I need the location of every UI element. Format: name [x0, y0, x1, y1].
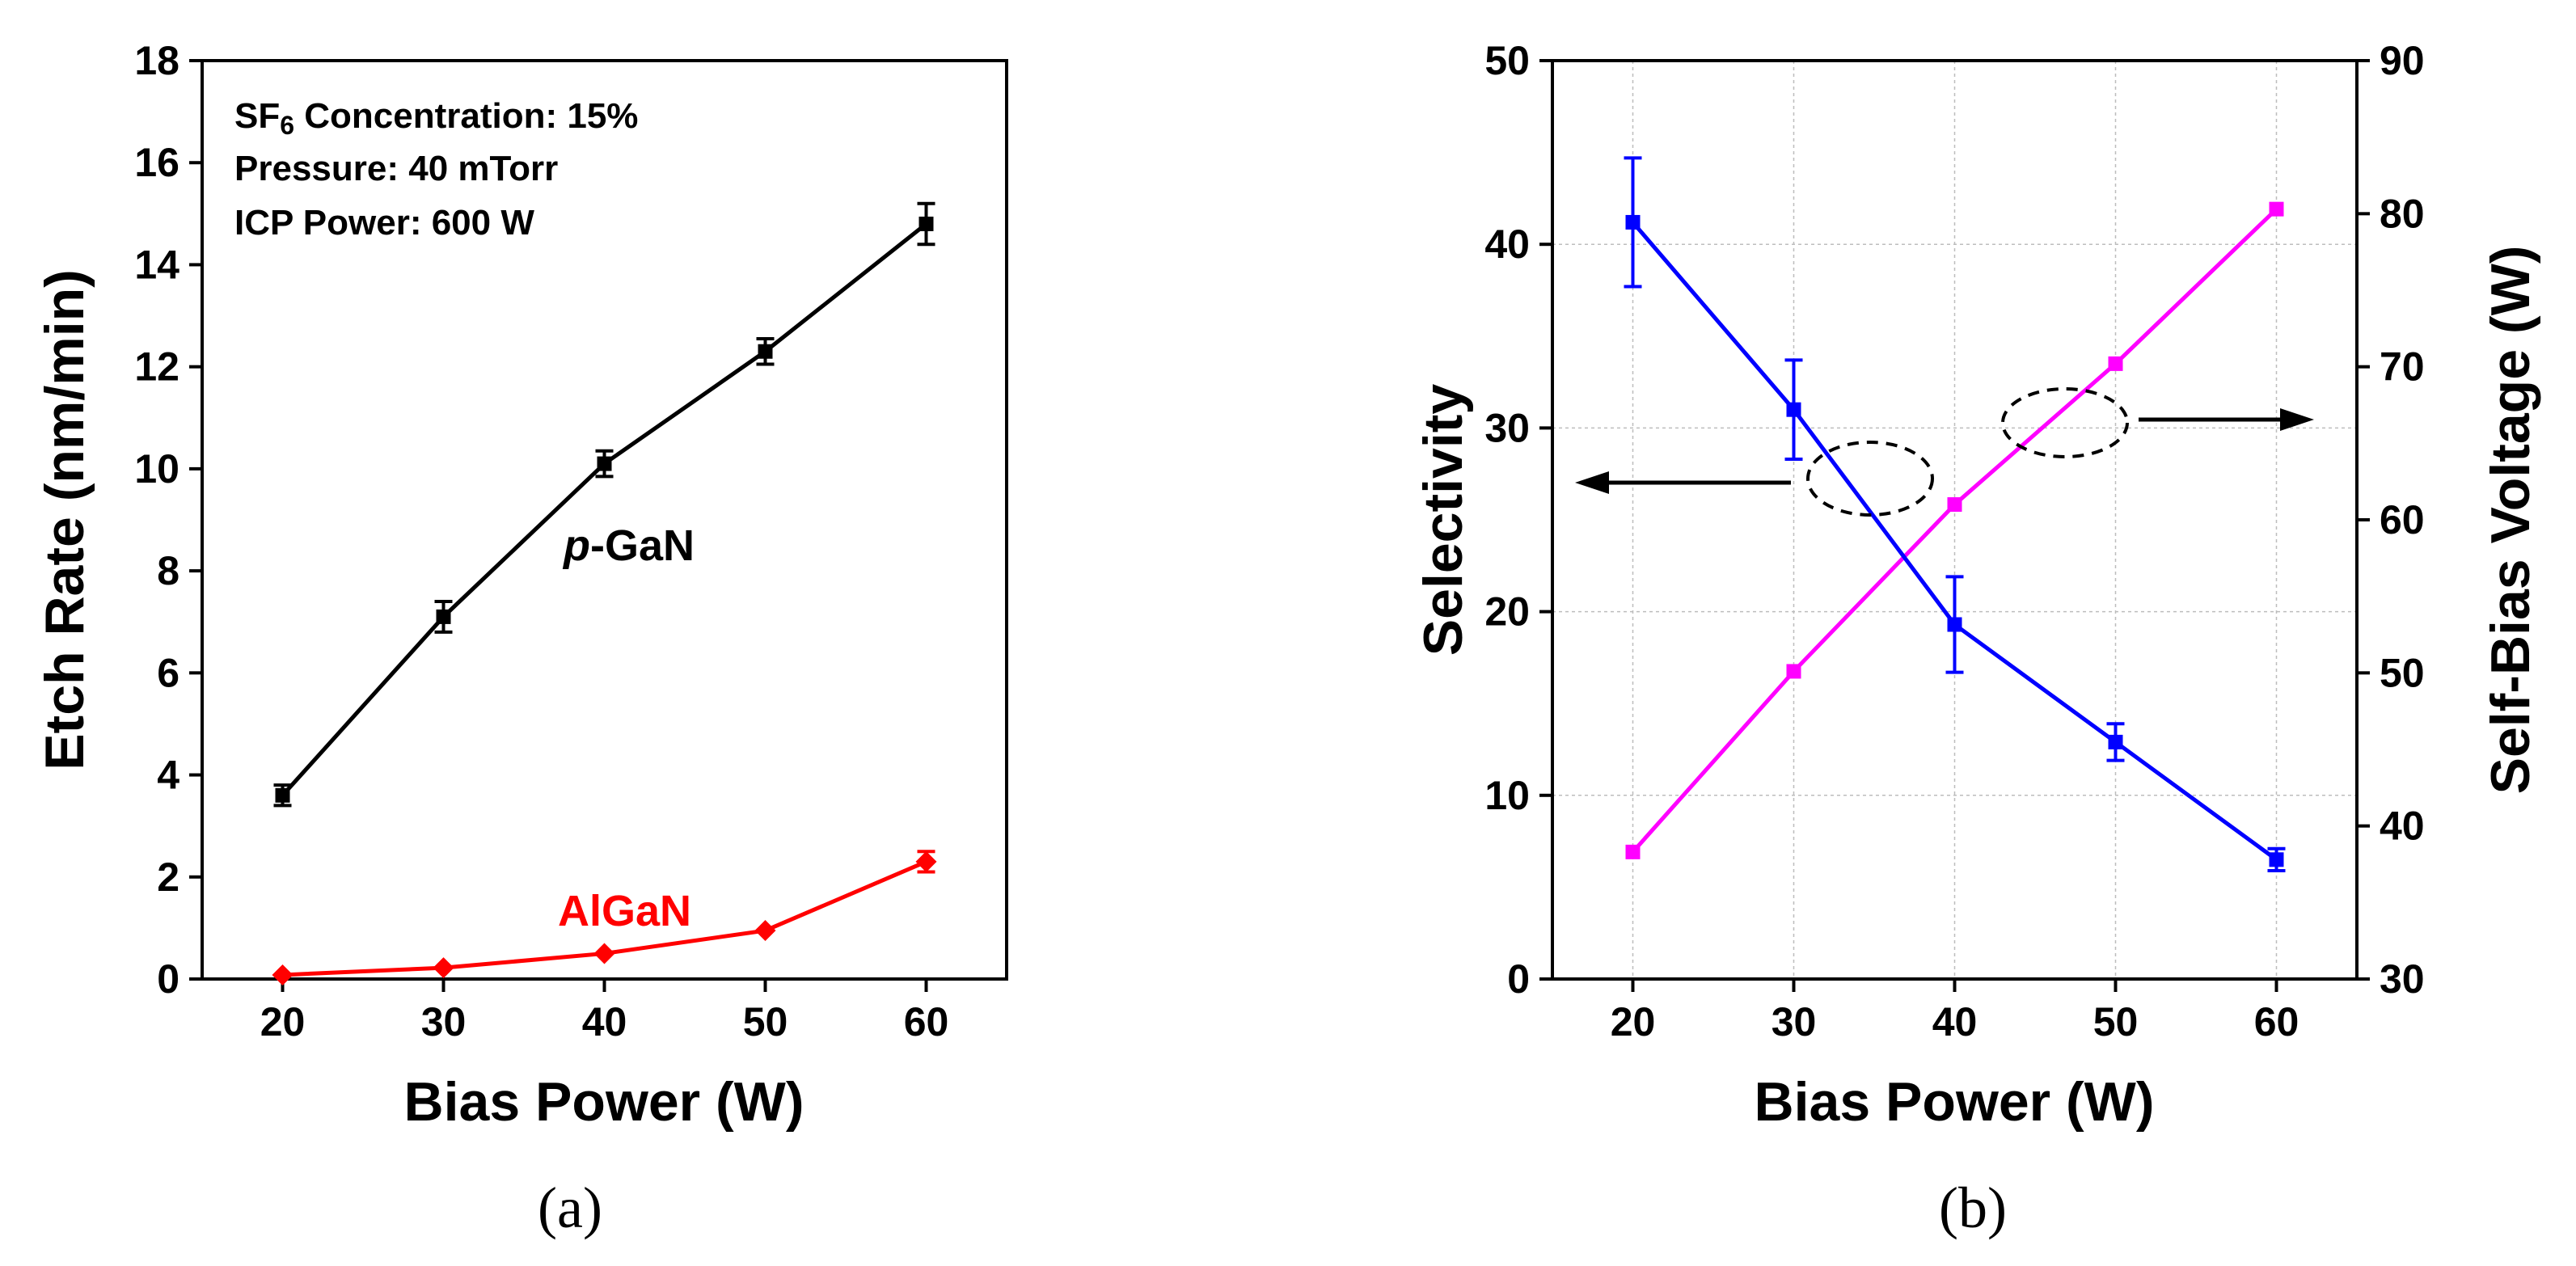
x-tick-label: 60 — [904, 999, 949, 1044]
p-gan-marker — [436, 609, 451, 624]
algan-marker — [433, 957, 454, 979]
left-arrow-head — [1575, 471, 1609, 494]
algan-marker — [593, 943, 615, 964]
panel-b-label: (b) — [1939, 1175, 2007, 1240]
selectivity-marker — [1786, 402, 1801, 417]
self-bias-marker — [1625, 844, 1641, 859]
panel-b-left-y-ticks: 0 10 20 30 40 50 — [1484, 38, 1552, 1002]
self-bias-marker — [2269, 201, 2284, 217]
x-tick-label: 30 — [421, 999, 467, 1044]
panel-a-etch-rate-chart: 20 30 40 50 60 0 2 4 6 8 10 12 14 16 18 Bias Power (W… — [34, 38, 1008, 1240]
selectivity-axis-indicator — [1575, 441, 1934, 517]
selectivity-marker — [1947, 617, 1962, 632]
icp-power-label: ICP Power: 600 W — [234, 203, 534, 243]
panel-a-series — [272, 201, 937, 985]
left-y-tick-label: 10 — [1484, 773, 1530, 818]
self-bias-axis-indicator — [2001, 387, 2314, 458]
selectivity-series — [1624, 156, 2286, 872]
x-tick-label: 50 — [2093, 999, 2139, 1044]
right-arrow-head — [2280, 408, 2314, 431]
y-tick-label: 2 — [157, 855, 179, 900]
panel-a-y-ticks: 0 2 4 6 8 10 12 14 16 18 — [134, 38, 202, 1002]
panel-b-series — [1624, 156, 2286, 872]
p-gan-marker — [275, 787, 290, 803]
left-y-tick-label: 20 — [1484, 589, 1530, 635]
y-tick-label: 6 — [157, 650, 179, 695]
algan-marker — [915, 850, 937, 872]
panel-a-plot-frame — [201, 59, 1008, 981]
x-tick-label: 60 — [2254, 999, 2299, 1044]
left-y-tick-label: 30 — [1484, 405, 1530, 450]
panel-a-y-axis-title: Etch Rate (nm/min) — [34, 269, 95, 770]
y-tick-label: 12 — [134, 344, 179, 390]
panel-b-x-ticks: 20 30 40 50 60 — [1611, 979, 2299, 1044]
p-gan-series — [273, 201, 935, 808]
p-gan-marker — [918, 216, 934, 231]
right-y-tick-label: 30 — [2380, 956, 2425, 1002]
y-tick-label: 14 — [134, 242, 179, 287]
algan-marker — [754, 920, 776, 942]
y-tick-label: 16 — [134, 140, 179, 185]
y-tick-label: 10 — [134, 446, 179, 492]
algan-marker — [272, 964, 293, 985]
x-tick-label: 30 — [1772, 999, 1817, 1044]
panel-b-gridlines — [1552, 60, 2357, 980]
self-bias-marker — [1786, 664, 1801, 679]
y-tick-label: 18 — [134, 38, 179, 83]
algan-series — [272, 850, 937, 985]
panel-b-x-axis-title: Bias Power (W) — [1755, 1071, 2155, 1133]
panel-b-right-y-axis-title: Self-Bias Voltage (W) — [2480, 246, 2541, 795]
x-tick-label: 40 — [1932, 999, 1978, 1044]
p-gan-marker — [758, 344, 773, 359]
panel-b-right-y-ticks: 30 40 50 60 70 80 90 — [2357, 38, 2425, 1002]
x-tick-label: 20 — [1611, 999, 1656, 1044]
p-gan-line — [281, 222, 928, 797]
y-tick-label: 8 — [157, 548, 179, 593]
right-y-tick-label: 80 — [2380, 191, 2425, 236]
pressure-label: Pressure: 40 mTorr — [234, 149, 558, 188]
left-y-tick-label: 0 — [1507, 956, 1530, 1002]
panel-b-selectivity-chart: 20 30 40 50 60 0 10 20 30 40 50 30 40 50 60 70 80 90 Bi… — [1413, 38, 2541, 1240]
selectivity-marker — [2269, 852, 2284, 867]
x-tick-label: 50 — [743, 999, 788, 1044]
panel-b-left-y-axis-title: Selectivity — [1413, 384, 1474, 656]
left-y-tick-label: 40 — [1484, 222, 1530, 267]
selectivity-marker — [2108, 734, 2123, 749]
sf6-concentration-label: SF6 Concentration: 15% — [234, 96, 638, 140]
panel-a-axes — [201, 59, 1008, 981]
self-bias-marker — [2108, 356, 2123, 371]
self-bias-series — [1625, 201, 2284, 859]
panel-a-condition-annotations: SF6 Concentration: 15% Pressure: 40 mTor… — [234, 96, 638, 243]
selectivity-marker — [1625, 214, 1641, 230]
right-y-tick-label: 70 — [2380, 344, 2425, 390]
y-tick-label: 4 — [157, 753, 179, 798]
left-y-tick-label: 50 — [1484, 38, 1530, 83]
right-y-tick-label: 40 — [2380, 804, 2425, 849]
panel-a-x-ticks: 20 30 40 50 60 — [260, 979, 949, 1044]
panel-a-label: (a) — [538, 1175, 602, 1240]
self-bias-dashed-ellipse — [2001, 387, 2129, 458]
panel-a-x-axis-title: Bias Power (W) — [404, 1071, 804, 1133]
right-y-tick-label: 60 — [2380, 497, 2425, 542]
x-tick-label: 40 — [582, 999, 627, 1044]
p-gan-series-label: p-GaN — [562, 521, 695, 570]
x-tick-label: 20 — [260, 999, 306, 1044]
algan-series-label: AlGaN — [558, 887, 691, 935]
right-y-tick-label: 90 — [2380, 38, 2425, 83]
p-gan-marker — [597, 456, 612, 471]
selectivity-dashed-ellipse — [1806, 441, 1934, 517]
right-y-tick-label: 50 — [2380, 650, 2425, 695]
y-tick-label: 0 — [157, 956, 179, 1002]
self-bias-marker — [1947, 497, 1962, 513]
